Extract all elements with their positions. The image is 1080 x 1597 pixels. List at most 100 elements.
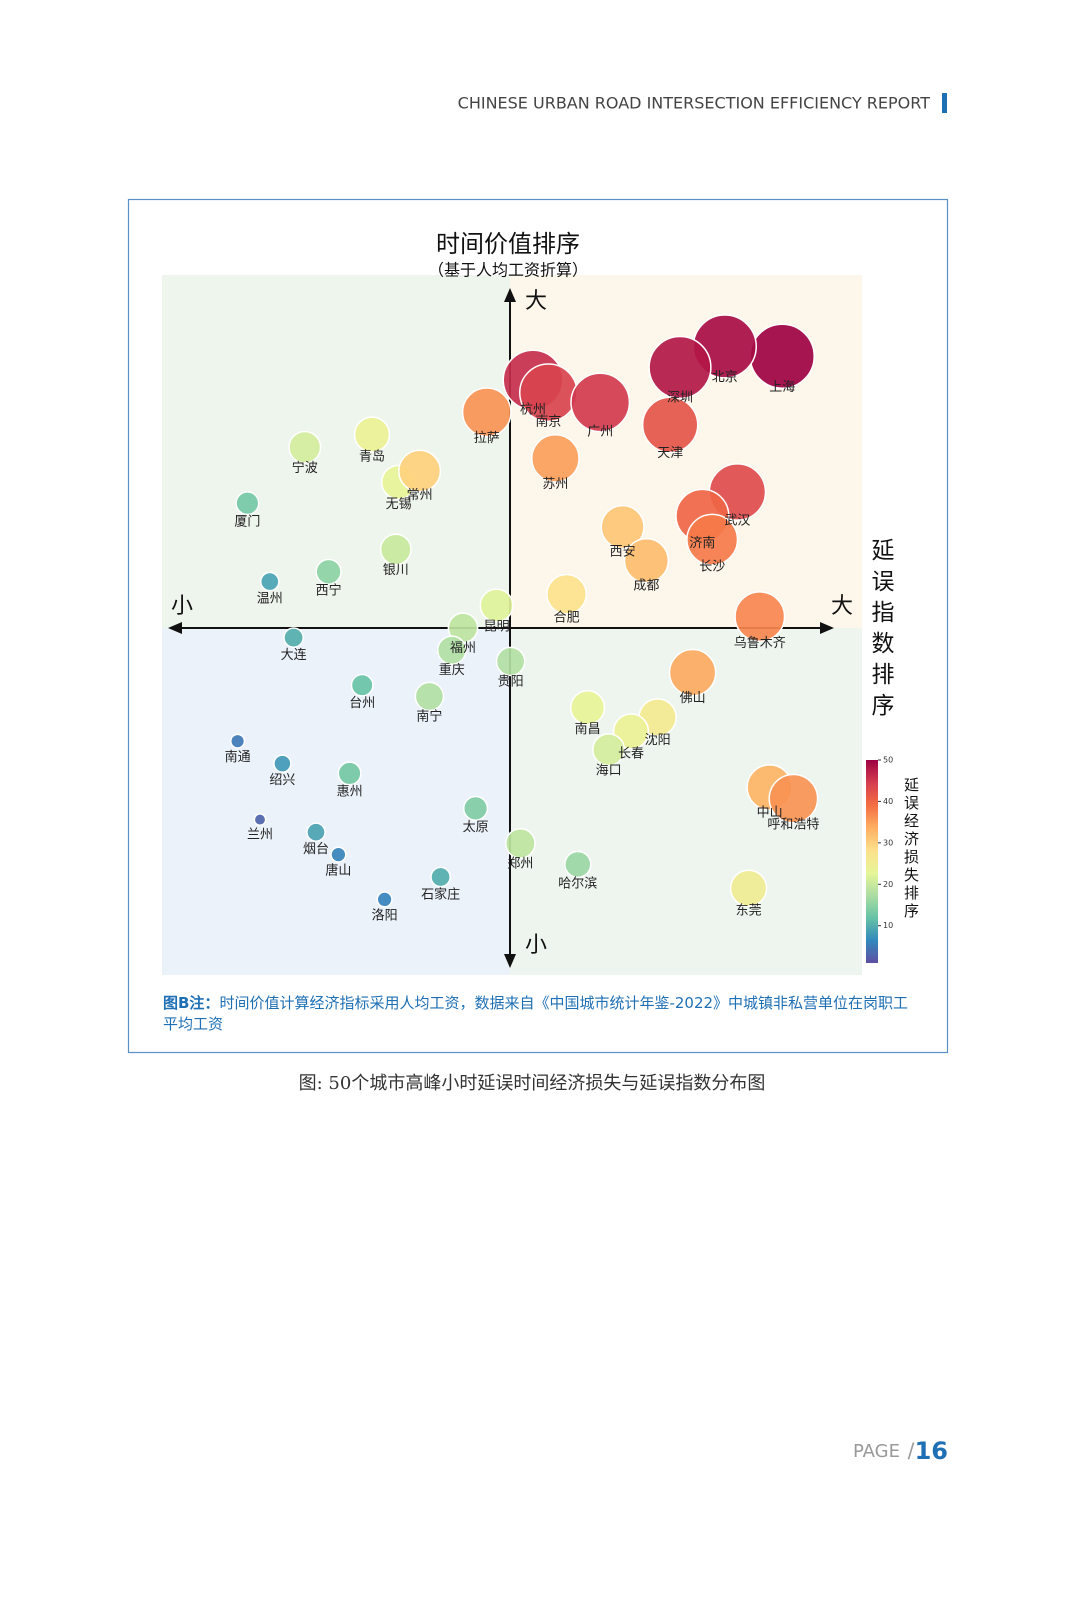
colorbar-tick-label: 20 xyxy=(883,880,893,889)
colorbar-tick-label: 50 xyxy=(883,756,893,765)
bubble xyxy=(288,430,322,464)
caption: 图: 50个城市高峰小时延误时间经济损失与延误指数分布图 xyxy=(299,1073,766,1094)
city-label: 拉萨 xyxy=(474,431,500,446)
x-end-label: 大 xyxy=(831,594,853,619)
city-label: 济南 xyxy=(689,535,715,551)
bubble xyxy=(623,537,670,584)
bubble xyxy=(612,713,650,750)
city-label: 贵阳 xyxy=(498,674,524,689)
city-label: 福州 xyxy=(450,641,476,656)
bubble xyxy=(414,681,445,712)
city-label: 常州 xyxy=(407,488,433,503)
city-label: 天津 xyxy=(657,446,683,461)
city-label: 哈尔滨 xyxy=(558,876,597,892)
bubble xyxy=(430,866,451,888)
header-title: CHINESE URBAN ROAD INTERSECTION EFFICIEN… xyxy=(458,94,931,113)
colorbar-tick-label: 30 xyxy=(883,838,893,847)
city-label: 台州 xyxy=(349,696,375,711)
colorbar-tick-label: 10 xyxy=(883,921,893,930)
city-label: 西安 xyxy=(610,544,636,559)
note-text: 时间价值计算经济指标采用人均工资，数据来自《中国城市统计年鉴-2022》中城镇非… xyxy=(163,994,909,1033)
city-label: 南昌 xyxy=(575,721,601,737)
bubble xyxy=(283,627,304,648)
city-label: 佛山 xyxy=(680,691,706,706)
bubble xyxy=(569,689,606,726)
city-label: 长沙 xyxy=(699,559,725,574)
city-label: 上海 xyxy=(769,380,795,395)
city-label: 石家庄 xyxy=(421,886,460,902)
bubble xyxy=(686,513,739,566)
bubble xyxy=(461,387,512,438)
bubble xyxy=(436,635,467,666)
bubble xyxy=(734,591,786,643)
page-number: 16 xyxy=(915,1437,948,1465)
y-end-label: 小 xyxy=(525,933,547,958)
city-label: 成都 xyxy=(633,578,659,593)
city-label: 厦门 xyxy=(234,514,260,529)
city-label: 重庆 xyxy=(439,662,465,678)
city-label: 昆明 xyxy=(484,620,510,635)
city-label: 温州 xyxy=(257,592,283,607)
bubble xyxy=(546,573,588,615)
bubble xyxy=(564,850,592,879)
x-title: 延误指数排序 xyxy=(867,538,895,724)
city-label: 深圳 xyxy=(667,390,693,405)
bubble xyxy=(398,449,442,493)
city-label: 乌鲁木齐 xyxy=(734,635,786,651)
colorbar-tick-label: 40 xyxy=(883,797,893,806)
city-label: 合肥 xyxy=(554,611,580,626)
note-label: 图B注： xyxy=(163,994,220,1012)
city-label: 北京 xyxy=(712,370,738,385)
bubble xyxy=(641,396,699,454)
bubble xyxy=(306,822,326,842)
city-label: 苏州 xyxy=(542,476,568,492)
city-label: 大连 xyxy=(281,647,307,663)
bubble xyxy=(729,869,768,907)
colorbar-title: 延误经济损失排序 xyxy=(902,777,920,921)
city-label: 唐山 xyxy=(325,863,351,879)
city-label: 太原 xyxy=(463,820,489,835)
city-label: 洛阳 xyxy=(372,908,398,923)
city-label: 南通 xyxy=(225,749,251,765)
bubble xyxy=(350,673,374,697)
bubble xyxy=(379,533,412,566)
bubble xyxy=(235,491,260,516)
y-end-label: 大 xyxy=(525,289,547,314)
bubble xyxy=(353,416,391,453)
city-label: 广州 xyxy=(587,424,613,439)
bubble xyxy=(505,828,536,859)
bubble xyxy=(315,558,342,585)
city-label: 西宁 xyxy=(316,583,342,599)
page-separator: / xyxy=(908,1439,915,1463)
city-label: 东莞 xyxy=(736,904,762,919)
y-title: 时间价值排序 xyxy=(436,230,580,258)
city-label: 烟台 xyxy=(303,842,329,857)
bubble xyxy=(376,891,393,908)
bubble xyxy=(648,335,712,400)
city-label: 南宁 xyxy=(416,708,442,724)
city-label: 武汉 xyxy=(724,513,750,528)
city-label: 银川 xyxy=(383,563,409,578)
city-label: 杭州 xyxy=(520,402,546,417)
bubble xyxy=(668,648,717,697)
city-label: 无锡 xyxy=(386,497,412,512)
bubbles xyxy=(230,314,819,908)
city-label: 中山 xyxy=(757,805,783,820)
bubble xyxy=(337,761,362,786)
colorbar xyxy=(866,760,878,963)
bubble xyxy=(749,323,815,389)
quadrant xyxy=(162,628,510,975)
bubble xyxy=(230,733,246,749)
bubble xyxy=(768,773,819,824)
bubble xyxy=(592,733,626,767)
bubble xyxy=(479,588,514,623)
city-label: 绍兴 xyxy=(269,773,295,788)
city-label: 长春 xyxy=(618,746,644,761)
bubble xyxy=(495,646,526,677)
bubble xyxy=(253,813,267,827)
bubble xyxy=(463,795,489,821)
city-label: 惠州 xyxy=(337,785,363,800)
